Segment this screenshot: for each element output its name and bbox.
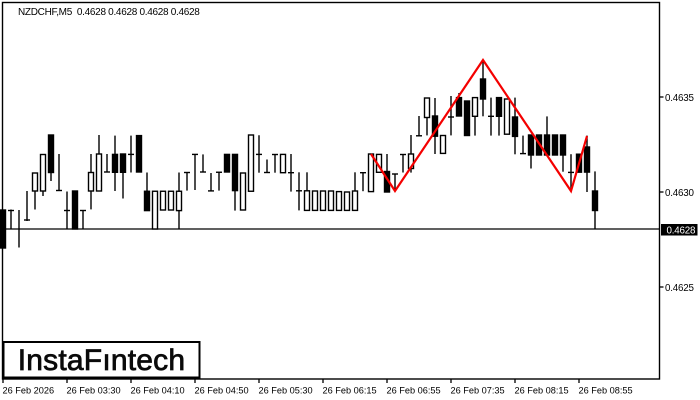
svg-text:0.4628: 0.4628 — [667, 226, 697, 237]
svg-text:26 Feb 04:10: 26 Feb 04:10 — [131, 386, 185, 396]
svg-text:26 Feb 07:35: 26 Feb 07:35 — [451, 386, 505, 396]
svg-text:NZDCHF,M5 0.4628 0.4628 0.462: NZDCHF,M5 0.4628 0.4628 0.4628 0.4628 — [18, 7, 200, 18]
svg-text:26 Feb 05:30: 26 Feb 05:30 — [259, 386, 313, 396]
svg-text:26 Feb 03:30: 26 Feb 03:30 — [67, 386, 121, 396]
svg-text:26 Feb 08:15: 26 Feb 08:15 — [515, 386, 569, 396]
svg-text:26 Feb 04:50: 26 Feb 04:50 — [195, 386, 249, 396]
svg-text:InstaFıntech: InstaFıntech — [18, 344, 186, 377]
svg-text:0.4630: 0.4630 — [665, 188, 695, 199]
svg-text:26 Feb 08:55: 26 Feb 08:55 — [579, 386, 633, 396]
svg-text:0.4635: 0.4635 — [665, 93, 695, 104]
svg-text:0.4625: 0.4625 — [665, 283, 695, 294]
svg-text:26 Feb 06:15: 26 Feb 06:15 — [323, 386, 377, 396]
svg-text:26 Feb 06:55: 26 Feb 06:55 — [387, 386, 441, 396]
svg-text:26 Feb 2026: 26 Feb 2026 — [3, 386, 55, 396]
